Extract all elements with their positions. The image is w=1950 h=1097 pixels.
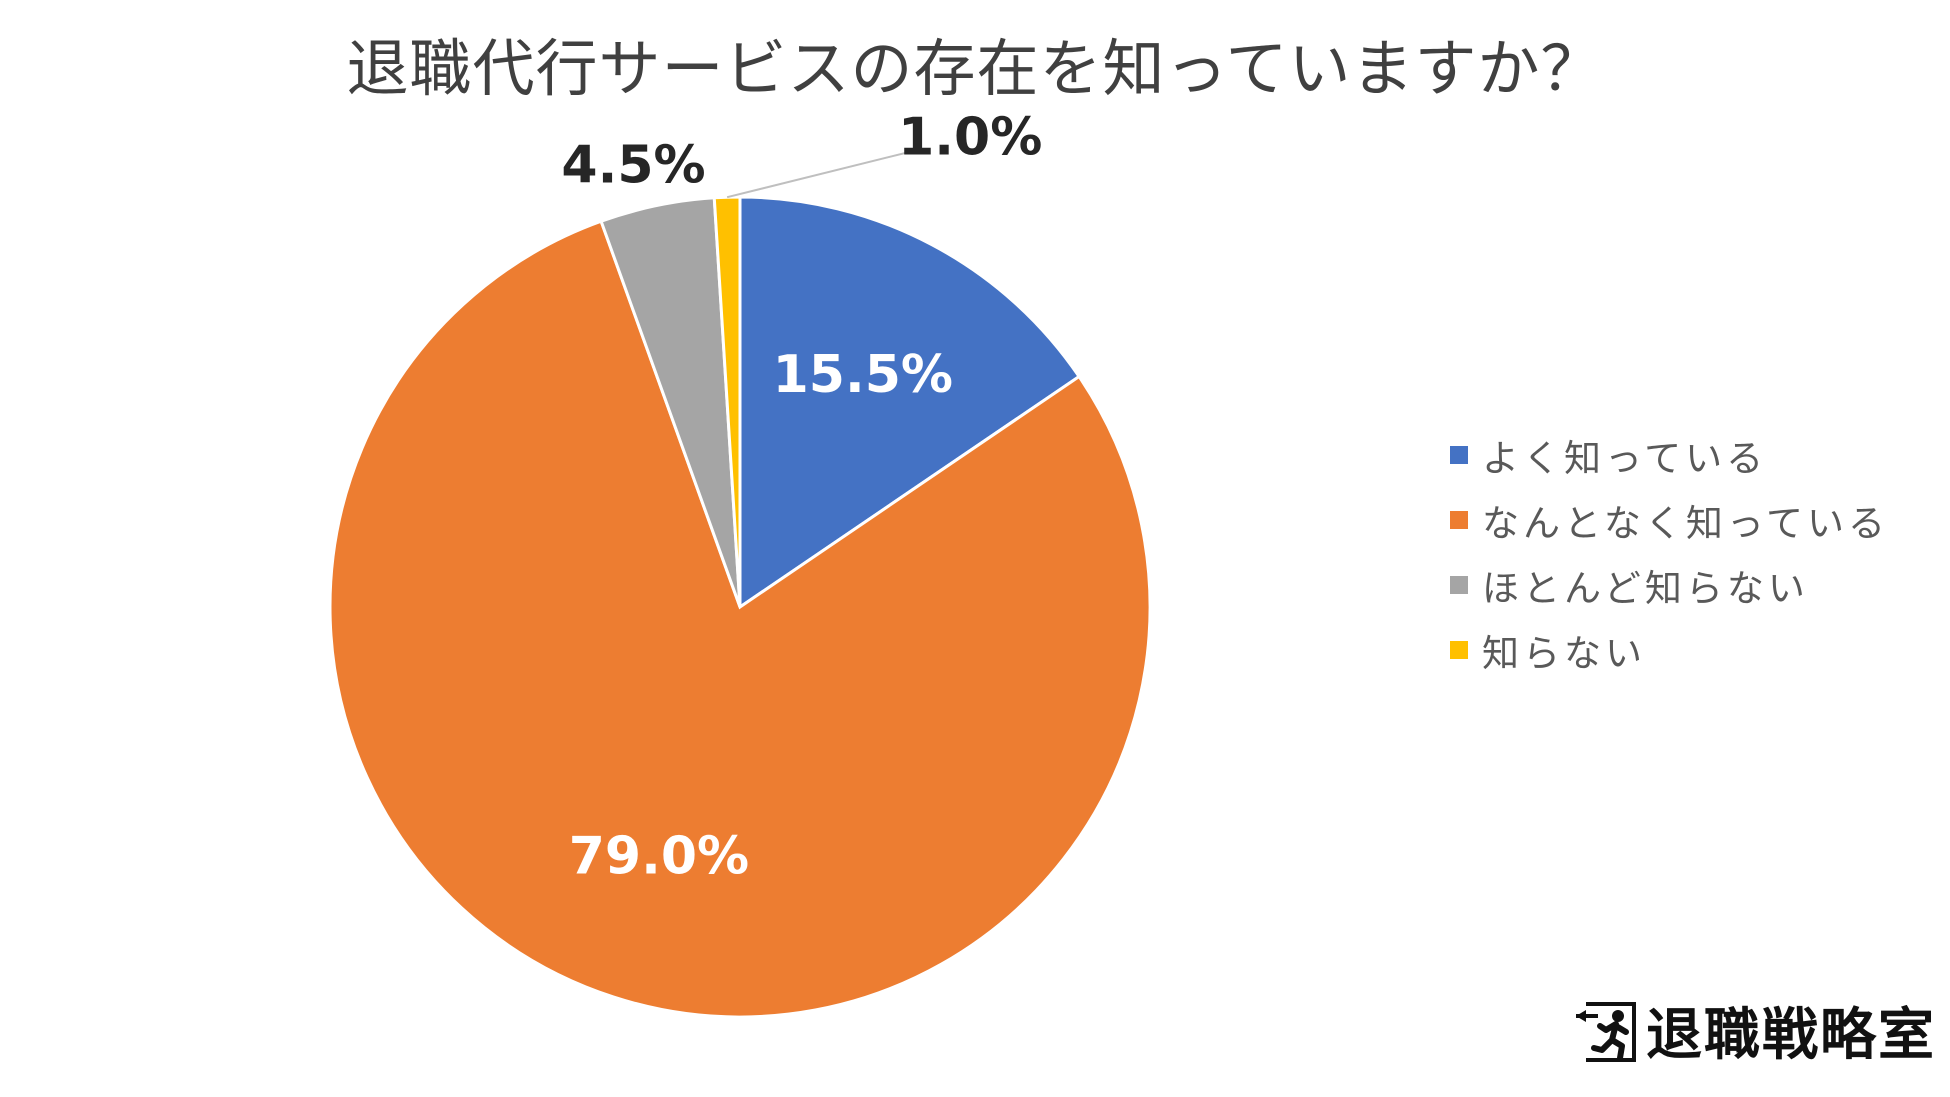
leader-lines — [726, 150, 915, 199]
data-label-2: 4.5% — [561, 135, 705, 195]
legend-label-3: 知らない — [1482, 631, 1646, 675]
exit-runner-icon — [1576, 1001, 1636, 1062]
legend-swatch-1 — [1450, 510, 1468, 529]
data-label-3: 1.0% — [898, 108, 1042, 168]
legend-item-1: なんとなく知っている — [1450, 487, 1889, 552]
data-labels: 15.5% 79.0% 4.5% 1.0% — [561, 108, 1042, 887]
legend-swatch-3 — [1450, 640, 1468, 659]
legend: よく知っている なんとなく知っている ほとんど知らない 知らない — [1450, 422, 1889, 682]
legend-item-0: よく知っている — [1450, 422, 1889, 487]
legend-label-0: よく知っている — [1482, 436, 1768, 480]
legend-item-2: ほとんど知らない — [1450, 552, 1889, 617]
legend-label-2: ほとんど知らない — [1482, 566, 1809, 610]
data-label-0: 15.5% — [773, 345, 953, 405]
legend-item-3: 知らない — [1450, 617, 1889, 682]
brand-name: 退職戦略室 — [1646, 1002, 1936, 1068]
brand-logo: 退職戦略室 — [1572, 990, 1936, 1071]
pie-slice-1 — [328, 219, 1152, 1019]
chart-title: 退職代行サービスの存在を知っていますか？ — [346, 32, 1604, 105]
legend-label-1: なんとなく知っている — [1482, 501, 1890, 545]
legend-swatch-0 — [1450, 445, 1468, 464]
leader-line-3 — [726, 150, 915, 199]
pie-slice-0 — [738, 195, 1082, 610]
pie-slices — [328, 195, 1152, 1019]
legend-swatch-2 — [1450, 575, 1468, 594]
data-label-1: 79.0% — [569, 827, 749, 887]
